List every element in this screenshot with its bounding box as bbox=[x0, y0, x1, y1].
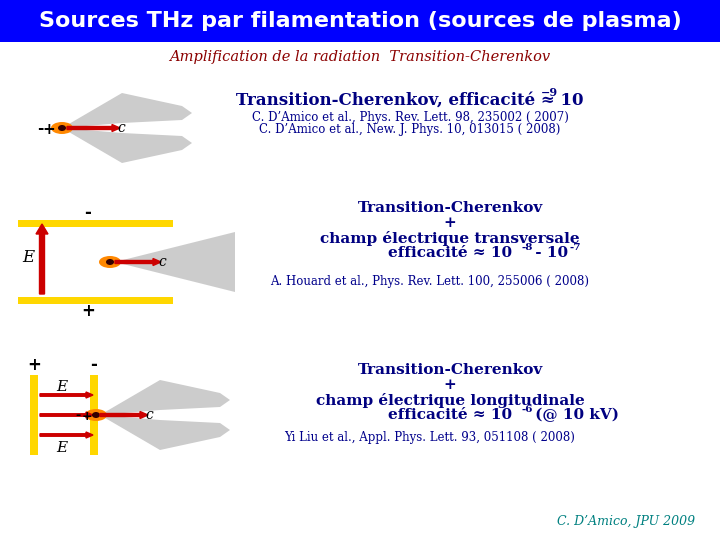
FancyArrow shape bbox=[40, 392, 93, 398]
Text: Yi Liu et al., Appl. Phys. Lett. 93, 051108 ( 2008): Yi Liu et al., Appl. Phys. Lett. 93, 051… bbox=[284, 431, 575, 444]
Text: -8: -8 bbox=[521, 242, 532, 252]
Bar bbox=[18, 220, 173, 227]
Text: C. D’Amico, JPU 2009: C. D’Amico, JPU 2009 bbox=[557, 515, 695, 528]
Text: C. D’Amico et al., Phys. Rev. Lett. 98, 235002 ( 2007): C. D’Amico et al., Phys. Rev. Lett. 98, … bbox=[251, 111, 568, 124]
Text: +: + bbox=[444, 378, 456, 392]
Polygon shape bbox=[62, 93, 192, 128]
FancyArrow shape bbox=[40, 412, 93, 418]
FancyArrow shape bbox=[67, 125, 120, 132]
Bar bbox=[18, 297, 173, 304]
Text: +: + bbox=[81, 409, 92, 422]
Text: -7: -7 bbox=[570, 242, 582, 252]
Text: c: c bbox=[158, 255, 166, 269]
Text: +: + bbox=[81, 302, 95, 320]
Ellipse shape bbox=[51, 122, 73, 134]
Text: champ électrique transversale: champ électrique transversale bbox=[320, 231, 580, 246]
Text: +: + bbox=[444, 216, 456, 230]
Text: E: E bbox=[56, 380, 68, 394]
Ellipse shape bbox=[58, 125, 66, 131]
Text: -: - bbox=[84, 204, 91, 222]
Bar bbox=[0, 0, 720, 42]
Text: -6: -6 bbox=[521, 404, 533, 414]
Text: Sources THz par filamentation (sources de plasma): Sources THz par filamentation (sources d… bbox=[39, 11, 681, 31]
Text: -: - bbox=[37, 122, 43, 137]
Ellipse shape bbox=[99, 256, 121, 268]
FancyArrow shape bbox=[115, 259, 161, 266]
Text: efficacité ≈ 10: efficacité ≈ 10 bbox=[388, 246, 512, 260]
Polygon shape bbox=[62, 128, 192, 163]
Polygon shape bbox=[100, 415, 230, 450]
Text: c: c bbox=[145, 408, 153, 422]
Text: Transition-Cherenkov: Transition-Cherenkov bbox=[357, 363, 543, 377]
Ellipse shape bbox=[92, 412, 100, 418]
Polygon shape bbox=[115, 232, 235, 292]
Text: Amplification de la radiation  Transition-Cherenkov: Amplification de la radiation Transition… bbox=[169, 50, 551, 64]
Ellipse shape bbox=[106, 259, 114, 265]
Text: C. D’Amico et al., New. J. Phys. 10, 013015 ( 2008): C. D’Amico et al., New. J. Phys. 10, 013… bbox=[259, 124, 561, 137]
FancyArrow shape bbox=[36, 224, 48, 294]
Bar bbox=[30, 375, 38, 455]
Text: −9: −9 bbox=[541, 87, 558, 98]
Text: Transition-Cherenkov: Transition-Cherenkov bbox=[357, 201, 543, 215]
Ellipse shape bbox=[85, 409, 107, 421]
Polygon shape bbox=[100, 380, 230, 415]
Text: champ électrique longitudinale: champ électrique longitudinale bbox=[315, 393, 585, 408]
Text: E: E bbox=[56, 441, 68, 455]
Text: efficacité ≈ 10: efficacité ≈ 10 bbox=[388, 408, 512, 422]
Text: E: E bbox=[22, 248, 34, 266]
Text: +: + bbox=[27, 356, 41, 374]
Text: -: - bbox=[91, 356, 97, 374]
Bar bbox=[90, 375, 98, 455]
Text: -: - bbox=[76, 409, 81, 422]
Text: - 10: - 10 bbox=[530, 246, 568, 260]
Text: Transition-Cherenkov, efficacité ≈ 10: Transition-Cherenkov, efficacité ≈ 10 bbox=[236, 91, 584, 109]
Text: A. Houard et al., Phys. Rev. Lett. 100, 255006 ( 2008): A. Houard et al., Phys. Rev. Lett. 100, … bbox=[271, 275, 590, 288]
FancyArrow shape bbox=[100, 411, 148, 418]
FancyArrow shape bbox=[40, 432, 93, 438]
Text: c: c bbox=[117, 121, 125, 135]
Text: (@ 10 kV): (@ 10 kV) bbox=[530, 408, 619, 422]
Text: +: + bbox=[42, 122, 55, 137]
